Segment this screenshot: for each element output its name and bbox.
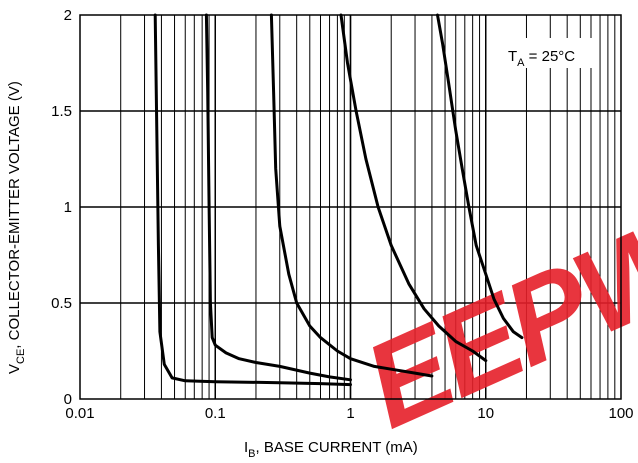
y-tick-label: 0 [64,391,72,408]
y-tick-label: 2 [64,7,72,24]
tick-labels: 0.01 0.1 1 10 100 0 0.5 1 1.5 2 [51,7,633,422]
series-line-1 [153,13,352,387]
temperature-annotation: TA = 25°C [498,38,598,69]
y-tick-label: 1 [64,199,72,216]
annotation-text: TA = 25°C [508,48,575,69]
x-axis-title-rest: , BASE CURRENT (mA) [256,439,418,456]
series-line-2 [204,13,352,382]
x-tick-label: 1 [346,405,354,422]
series-line-3 [269,13,434,378]
y-axis-title-main: V [6,364,23,374]
series [153,13,524,387]
annotation-rest: = 25°C [525,48,576,65]
x-axis-title: IB, BASE CURRENT (mA) [244,439,418,460]
series-line-5 [436,13,524,340]
annotation-main: T [508,48,517,65]
series-line-4 [339,13,488,363]
annotation-box [498,38,598,68]
x-tick-label: 0.1 [205,405,226,422]
x-tick-label: 0.01 [65,405,94,422]
x-axis-title-sub: B [248,448,255,460]
y-axis-title-sub: CE [15,349,27,364]
x-axis-title-main: I [244,439,248,456]
annotation-sub: A [517,57,525,69]
x-tick-label: 10 [477,405,494,422]
y-tick-label: 0.5 [51,295,72,312]
plot-frame [79,14,622,400]
y-axis-title: VCE, COLLECTOR-EMITTER VOLTAGE (V) [6,81,27,374]
y-axis-title-rest: , COLLECTOR-EMITTER VOLTAGE (V) [6,81,23,349]
x-tick-label: 100 [608,405,633,422]
y-tick-label: 1.5 [51,103,72,120]
grid [80,15,621,399]
